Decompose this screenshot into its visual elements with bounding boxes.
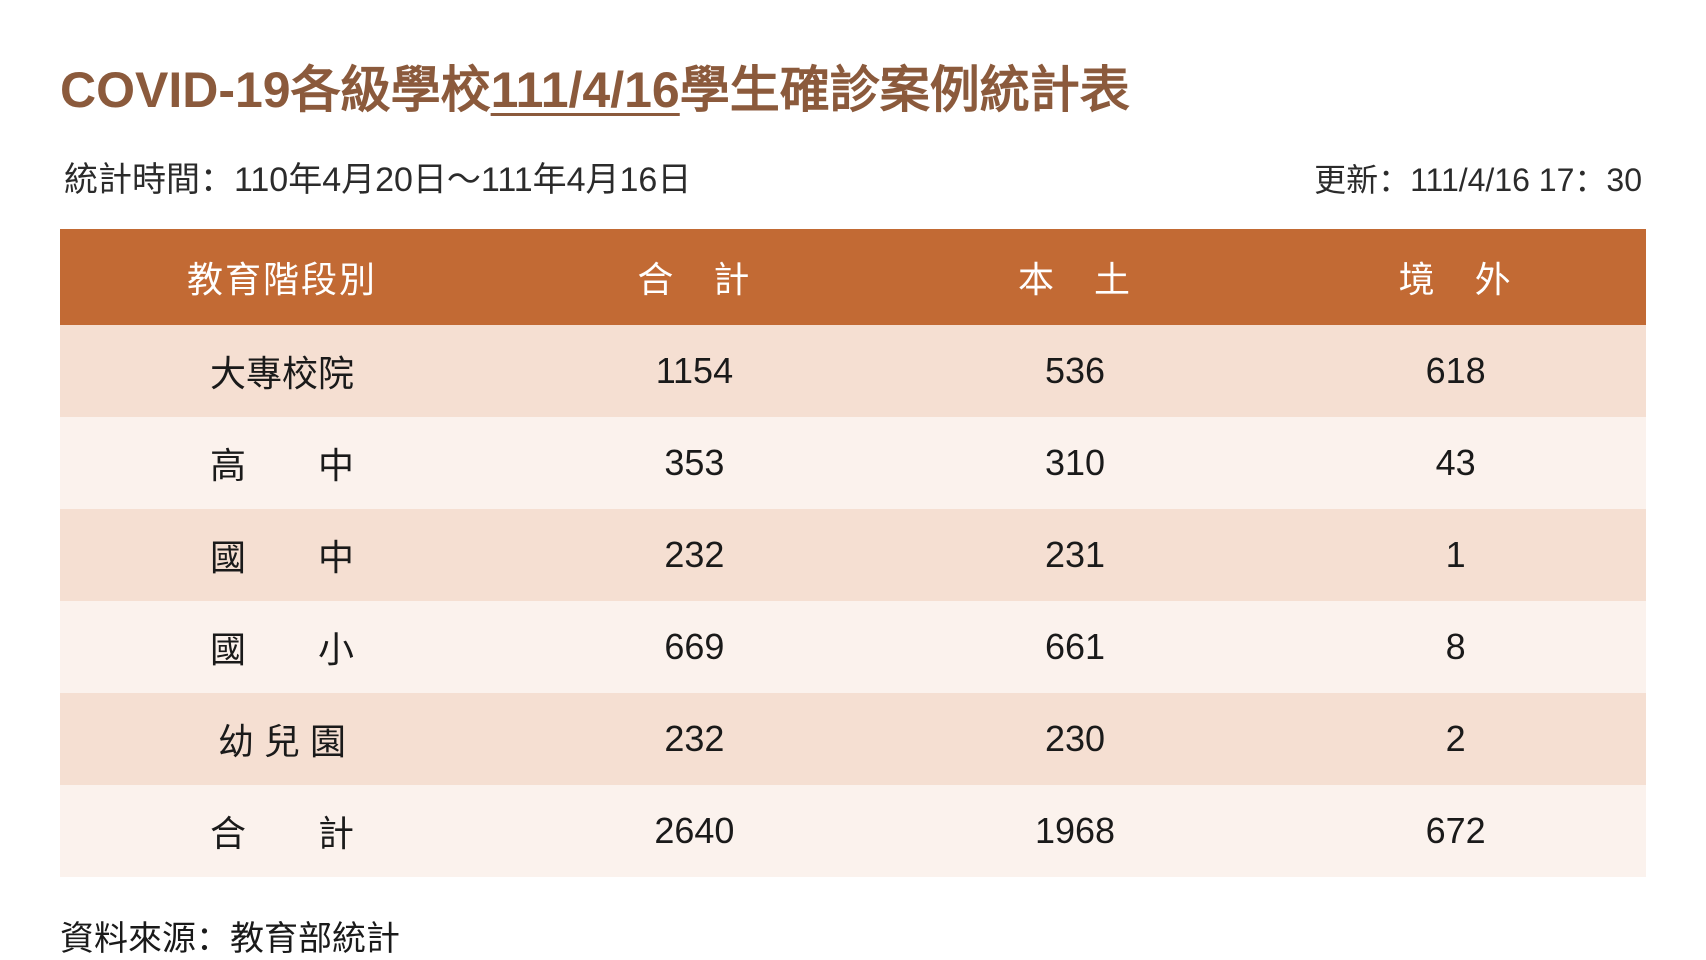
table-row: 大專校院 1154 536 618 (60, 325, 1646, 417)
cell-local: 231 (885, 509, 1266, 601)
cell-abroad: 2 (1265, 693, 1646, 785)
cell-label: 大專校院 (60, 325, 504, 417)
cell-abroad: 1 (1265, 509, 1646, 601)
table-header-row: 教育階段別 合 計 本 土 境 外 (60, 229, 1646, 325)
cell-local: 661 (885, 601, 1266, 693)
title-prefix: COVID-19各級學校 (60, 62, 491, 118)
title-suffix: 學生確診案例統計表 (680, 62, 1130, 118)
cell-total: 2640 (504, 785, 885, 877)
table-row: 國 中 232 231 1 (60, 509, 1646, 601)
page-title: COVID-19各級學校111/4/16學生確診案例統計表 (60, 50, 1646, 122)
table-footer-row: 合 計 2640 1968 672 (60, 785, 1646, 877)
table-row: 幼 兒 園 232 230 2 (60, 693, 1646, 785)
cell-label: 高 中 (60, 417, 504, 509)
col-abroad: 境 外 (1265, 229, 1646, 325)
subheader: 統計時間：110年4月20日～111年4月16日 更新：111/4/16 17：… (60, 152, 1646, 201)
cell-total: 232 (504, 693, 885, 785)
cell-total: 669 (504, 601, 885, 693)
cell-abroad: 672 (1265, 785, 1646, 877)
cell-abroad: 43 (1265, 417, 1646, 509)
col-level: 教育階段別 (60, 229, 504, 325)
cases-table: 教育階段別 合 計 本 土 境 外 大專校院 1154 536 618 高 中 … (60, 229, 1646, 877)
data-source: 資料來源：教育部統計 (60, 911, 1646, 960)
cell-local: 310 (885, 417, 1266, 509)
cell-local: 536 (885, 325, 1266, 417)
update-time: 更新：111/4/16 17：30 (1314, 155, 1642, 201)
cell-abroad: 8 (1265, 601, 1646, 693)
col-local: 本 土 (885, 229, 1266, 325)
cell-abroad: 618 (1265, 325, 1646, 417)
cell-total: 353 (504, 417, 885, 509)
cell-label: 合 計 (60, 785, 504, 877)
title-date: 111/4/16 (491, 62, 680, 118)
table-row: 國 小 669 661 8 (60, 601, 1646, 693)
cell-label: 幼 兒 園 (60, 693, 504, 785)
col-total: 合 計 (504, 229, 885, 325)
cell-total: 232 (504, 509, 885, 601)
cell-label: 國 中 (60, 509, 504, 601)
cell-local: 230 (885, 693, 1266, 785)
table-row: 高 中 353 310 43 (60, 417, 1646, 509)
cell-label: 國 小 (60, 601, 504, 693)
stat-period: 統計時間：110年4月20日～111年4月16日 (64, 152, 691, 201)
cell-total: 1154 (504, 325, 885, 417)
cell-local: 1968 (885, 785, 1266, 877)
